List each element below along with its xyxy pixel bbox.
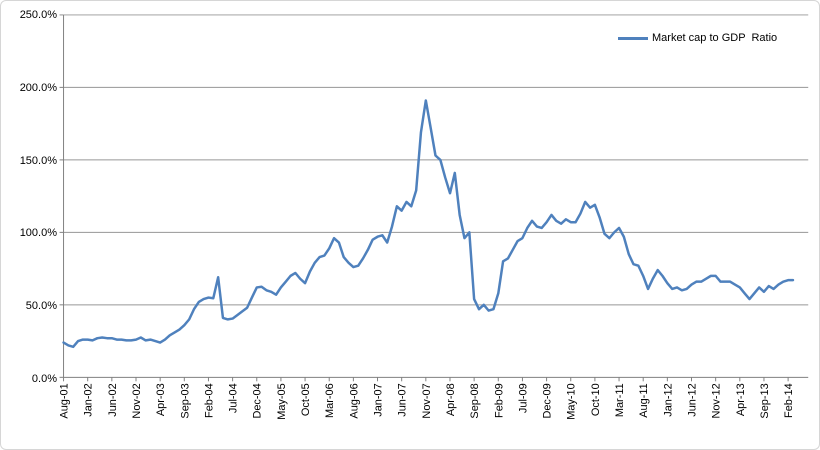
x-axis-tick-label: May-05 (276, 383, 288, 419)
x-axis-tick-label: Mar-06 (324, 383, 336, 418)
x-axis-tick-label: Feb-04 (203, 383, 215, 418)
x-axis-tick-label: Aug-06 (348, 383, 360, 418)
x-axis-tick-label: Apr-08 (445, 383, 457, 416)
x-axis-tick-label: Jan-02 (83, 383, 95, 416)
x-axis-tick-label: Jun-12 (686, 383, 698, 416)
x-axis-tick-label: Mar-11 (614, 383, 626, 417)
x-axis-tick-label: Dec-04 (252, 383, 264, 418)
legend-line-sample (618, 36, 648, 40)
y-axis-tick-label: 250.0% (19, 9, 57, 21)
y-axis-tick-label: 150.0% (19, 155, 57, 167)
x-axis-tick-label: Sep-08 (469, 383, 481, 418)
x-axis-tick-label: Sep-03 (179, 383, 191, 418)
x-axis-tick-label: Feb-09 (493, 383, 505, 418)
series-line-market-cap-to-gdp-ratio (62, 99, 795, 349)
x-axis-tick-label: May-10 (566, 383, 578, 419)
x-axis-tick-label: Sep-13 (759, 383, 771, 418)
x-axis-tick-label: Nov-12 (711, 383, 723, 418)
x-axis-tick-label: Aug-11 (638, 383, 650, 417)
x-axis-tick-label: Dec-09 (542, 383, 554, 418)
legend: Market cap to GDP Ratio (618, 31, 777, 45)
x-axis-tick-label: Nov-07 (421, 383, 433, 418)
x-axis-tick-label: Jun-07 (397, 383, 409, 416)
x-axis-tick-label: Apr-13 (735, 383, 747, 416)
x-axis-tick-label: Jan-07 (373, 383, 385, 416)
x-axis-tick-label: Jul-09 (517, 383, 529, 413)
x-axis-tick-label: Oct-05 (300, 383, 312, 416)
x-axis-tick-label: Jul-04 (228, 383, 240, 413)
y-axis-tick-label: 100.0% (19, 227, 57, 239)
x-axis-tick-label: Jan-12 (662, 383, 674, 416)
y-axis-tick-label: 200.0% (19, 82, 57, 94)
legend-label: Market cap to GDP Ratio (652, 32, 778, 44)
x-axis-tick-label: Nov-02 (131, 383, 143, 418)
x-axis-tick-label: Oct-10 (590, 383, 602, 416)
x-axis-tick-label: Apr-03 (155, 383, 167, 416)
x-axis-tick-label: Jun-02 (107, 383, 119, 416)
x-axis-tick-label: Aug-01 (59, 383, 71, 418)
y-axis-tick-label: 0.0% (31, 373, 57, 385)
x-axis-tick-label: Feb-14 (783, 383, 795, 418)
y-axis-tick-label: 50.0% (25, 300, 57, 312)
